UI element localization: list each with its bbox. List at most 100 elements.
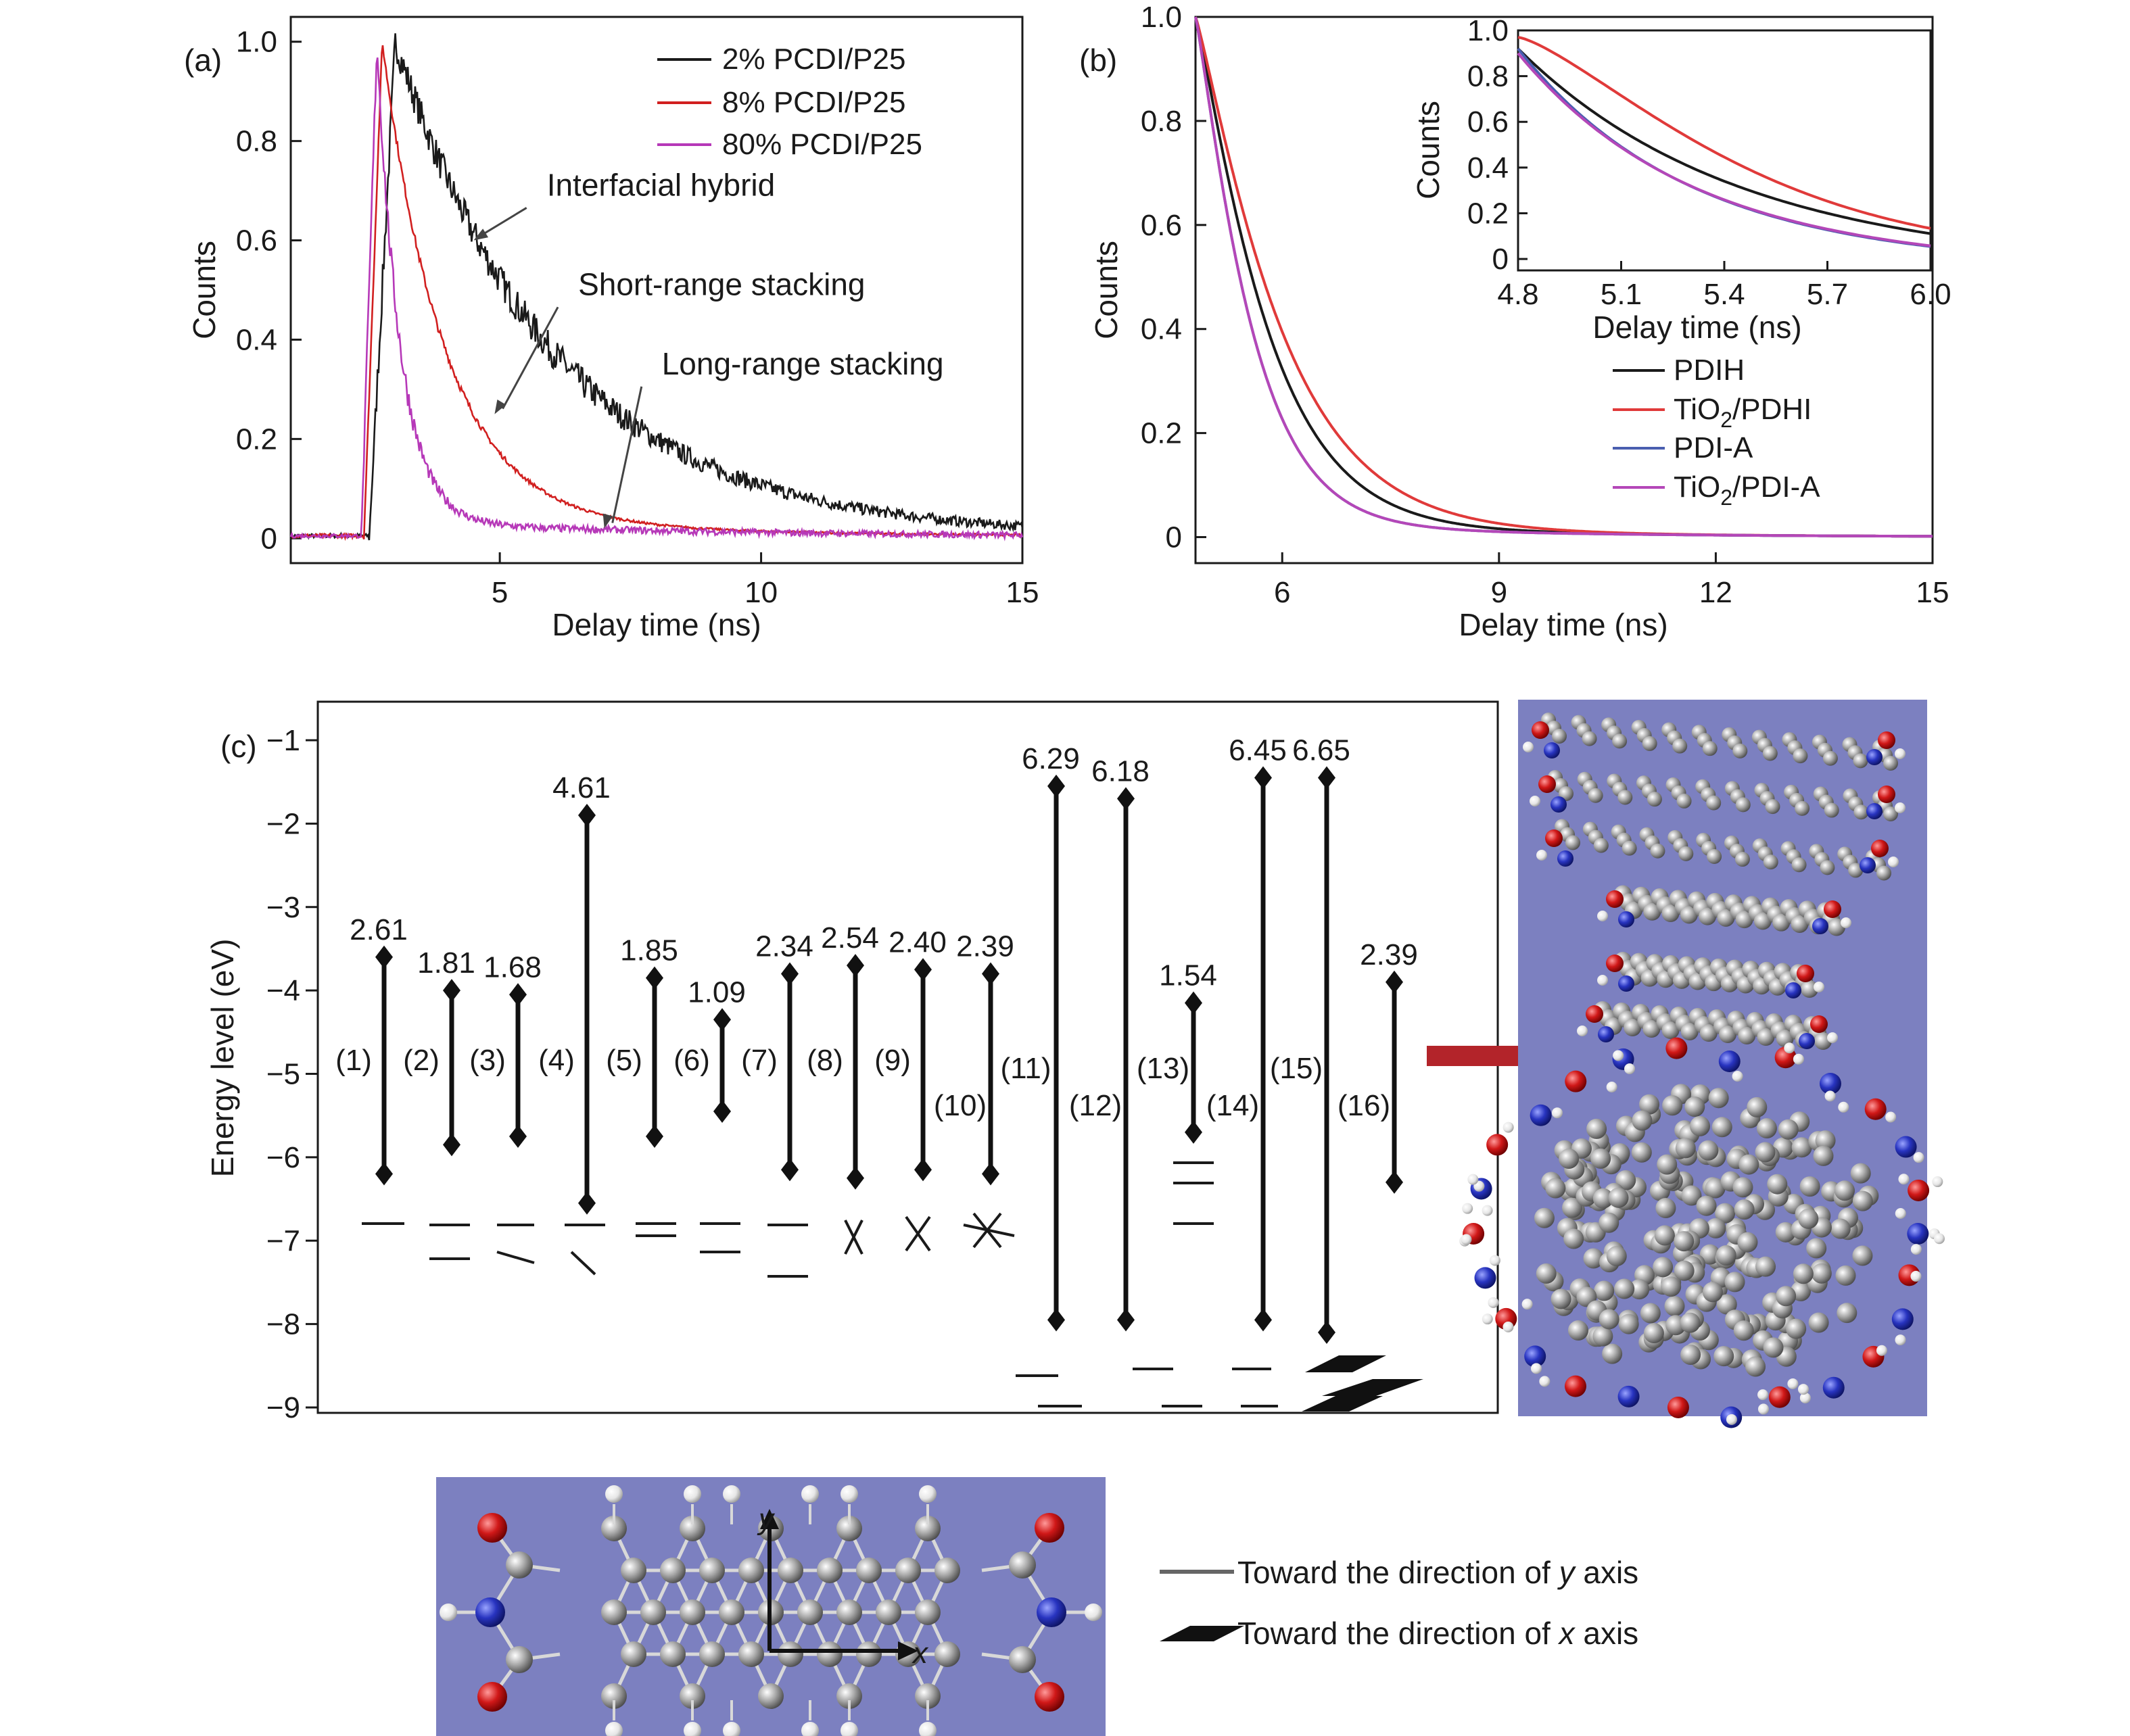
gap-bar-2: 1.81 (2) bbox=[403, 946, 475, 1157]
gap-bar-7: 2.34 (7) bbox=[741, 930, 813, 1182]
panel-c-y-tick-2: −7 bbox=[266, 1224, 300, 1257]
gap-bar-4: 4.61 (4) bbox=[538, 771, 611, 1215]
panel-a-series-2 bbox=[289, 57, 1024, 541]
inset-y-axis: 0 0.2 0.4 0.6 0.8 1.0 bbox=[1467, 14, 1528, 276]
direction-legend: Toward the direction of y axis Toward th… bbox=[1160, 1555, 1638, 1651]
gap-bar-15: 6.65 (15) bbox=[1270, 734, 1350, 1344]
gap-value-8: 2.54 bbox=[821, 921, 879, 955]
panel-b-x-tick-0: 6 bbox=[1274, 576, 1290, 609]
panel-c-y-tick-4: −5 bbox=[266, 1058, 300, 1091]
molecule-image: y x bbox=[436, 1477, 1106, 1736]
inset-series-0 bbox=[1517, 47, 1931, 235]
inset-series-3 bbox=[1517, 52, 1931, 247]
gap-value-9: 2.40 bbox=[889, 925, 947, 959]
panel-a-y-label: Counts bbox=[187, 241, 222, 339]
gap-value-11: 6.29 bbox=[1022, 742, 1080, 775]
inset-frame bbox=[1517, 29, 1932, 272]
panel-a-label: (a) bbox=[184, 43, 222, 78]
inset-y-tick-3: 0.6 bbox=[1467, 105, 1509, 139]
panel-c-y-tick-3: −6 bbox=[266, 1141, 300, 1174]
panel-a-x-axis: 5 10 15 bbox=[492, 552, 1039, 609]
gap-bar-11: 6.29 (11) bbox=[1001, 742, 1080, 1332]
panel-c-y-label: Energy level (eV) bbox=[205, 939, 240, 1178]
legend-x-direction: Toward the direction of x axis bbox=[1237, 1616, 1638, 1651]
panel-a-x-tick-2: 15 bbox=[1006, 576, 1039, 609]
panel-a-y-tick-0: 0 bbox=[261, 522, 277, 555]
inset-x-axis: 4.8 5.1 5.4 5.7 6.0 bbox=[1497, 261, 1951, 311]
gap-bar-8: 2.54 (8) bbox=[807, 921, 879, 1190]
panel-b-x-label: Delay time (ns) bbox=[1459, 607, 1667, 642]
panel-c-y-tick-1: −8 bbox=[266, 1308, 300, 1341]
gap-value-7: 2.34 bbox=[755, 930, 813, 963]
inset-x-tick-0: 4.8 bbox=[1497, 278, 1538, 311]
gap-id-3: (3) bbox=[469, 1044, 506, 1077]
inset-y-tick-5: 1.0 bbox=[1467, 14, 1509, 47]
gap-bar-9: 2.40 (9) bbox=[874, 925, 947, 1182]
gap-value-4: 4.61 bbox=[552, 771, 611, 804]
inset-x-tick-2: 5.4 bbox=[1703, 278, 1745, 311]
panel-c-y-tick-8: −1 bbox=[266, 724, 300, 757]
panel-b-series-3 bbox=[1194, 16, 1933, 538]
panel-b-y-label: Counts bbox=[1089, 241, 1124, 339]
panel-a-annotation-1: Short-range stacking bbox=[578, 266, 865, 302]
panel-c-y-tick-7: −2 bbox=[266, 807, 300, 840]
y-axis-label: y bbox=[757, 1503, 776, 1536]
gap-value-13: 1.54 bbox=[1159, 959, 1217, 992]
gap-bar-13: 1.54 (13) bbox=[1137, 959, 1217, 1144]
panel-b: (b) 0 0.2 0.4 0.6 0.8 1.0 6 9 12 15 Delay time (… bbox=[1079, 1, 1951, 642]
gap-id-13: (13) bbox=[1137, 1052, 1189, 1085]
panel-b-legend-2: PDI-A bbox=[1674, 431, 1753, 464]
legend-8pct-pcdi-p25: 8% PCDI/P25 bbox=[722, 86, 905, 119]
gap-value-14: 6.45 bbox=[1229, 734, 1287, 767]
panel-c-label: (c) bbox=[220, 729, 257, 764]
x-axis-label: x bbox=[912, 1637, 929, 1670]
legend-y-direction: Toward the direction of y axis bbox=[1237, 1555, 1638, 1590]
panel-a-x-label: Delay time (ns) bbox=[552, 607, 761, 642]
gap-id-7: (7) bbox=[741, 1044, 778, 1077]
panel-a-annotations: Interfacial hybrid Short-range stacking Lo… bbox=[473, 167, 944, 529]
panel-b-label: (b) bbox=[1079, 43, 1117, 78]
panel-b-legend-3: TiO2/PDI-A bbox=[1674, 471, 1820, 510]
gap-value-16: 2.39 bbox=[1360, 938, 1418, 971]
panel-a-y-tick-1: 0.2 bbox=[236, 423, 277, 456]
panel-c-y-axis: −9 −8 −7 −6 −5 −4 −3 −2 −1 bbox=[266, 724, 318, 1424]
inset-x-label: Delay time (ns) bbox=[1592, 310, 1801, 345]
inset-x-tick-3: 5.7 bbox=[1807, 278, 1848, 311]
gap-id-15: (15) bbox=[1270, 1052, 1323, 1085]
panel-b-legend-0: PDIH bbox=[1674, 354, 1745, 387]
panel-a-frame bbox=[289, 16, 1024, 564]
panel-b-inset: 0 0.2 0.4 0.6 0.8 1.0 4.8 5.1 5.4 5.7 6.0 Delay t… bbox=[1411, 14, 1951, 345]
gap-value-15: 6.65 bbox=[1292, 734, 1350, 767]
panel-c-y-tick-5: −4 bbox=[266, 974, 300, 1007]
panel-b-y-tick-0: 0 bbox=[1166, 521, 1182, 554]
panel-c-y-tick-6: −3 bbox=[266, 891, 300, 924]
gap-id-14: (14) bbox=[1206, 1089, 1259, 1122]
gap-value-10: 2.39 bbox=[956, 930, 1014, 963]
inset-y-tick-4: 0.8 bbox=[1467, 60, 1509, 93]
gap-value-2: 1.81 bbox=[417, 946, 475, 980]
gap-value-1: 2.61 bbox=[350, 913, 408, 946]
gap-value-5: 1.85 bbox=[620, 934, 678, 967]
molecule-axes: y x bbox=[757, 1503, 929, 1670]
legend-80pct-pcdi-p25: 80% PCDI/P25 bbox=[722, 128, 922, 161]
panel-b-x-tick-3: 15 bbox=[1916, 576, 1949, 609]
panel-b-y-tick-5: 1.0 bbox=[1141, 1, 1182, 34]
gap-id-6: (6) bbox=[673, 1044, 710, 1077]
panel-b-series bbox=[1194, 16, 1933, 538]
inset-y-tick-1: 0.2 bbox=[1467, 197, 1509, 230]
inset-x-tick-4: 6.0 bbox=[1910, 278, 1951, 311]
gap-id-9: (9) bbox=[874, 1044, 911, 1077]
inset-x-tick-1: 5.1 bbox=[1601, 278, 1642, 311]
gap-id-1: (1) bbox=[335, 1044, 372, 1077]
gap-value-12: 6.18 bbox=[1091, 754, 1150, 788]
panel-a-series-0 bbox=[289, 33, 1024, 541]
gap-id-5: (5) bbox=[606, 1044, 642, 1077]
gap-bar-14: 6.45 (14) bbox=[1206, 734, 1287, 1332]
gap-bar-12: 6.18 (12) bbox=[1069, 754, 1150, 1332]
inset-y-tick-0: 0 bbox=[1492, 243, 1509, 276]
panel-a-y-tick-2: 0.4 bbox=[236, 323, 277, 356]
panel-a-y-tick-3: 0.6 bbox=[236, 224, 277, 258]
gap-bar-1: 2.61 (1) bbox=[335, 913, 408, 1186]
inset-series-1 bbox=[1517, 36, 1931, 230]
